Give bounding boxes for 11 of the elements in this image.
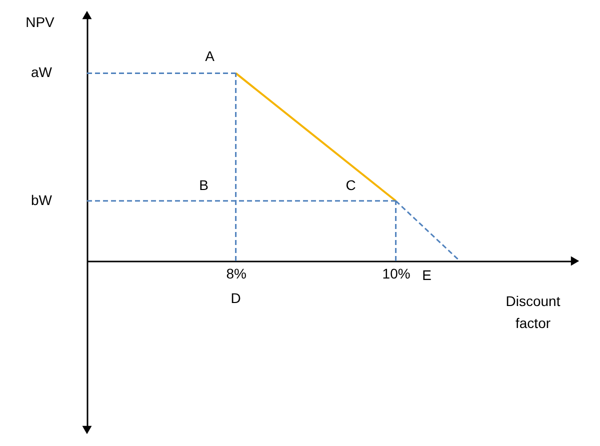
- text: bW: [31, 192, 53, 208]
- annotation: A: [205, 48, 216, 64]
- y-axis-title: NPV: [26, 14, 56, 30]
- x-axis-title: Discount factor: [506, 292, 560, 331]
- x-tick-label: 8%: [226, 265, 246, 282]
- annotation: D: [230, 290, 241, 306]
- annotation: C: [346, 176, 356, 193]
- x-tick-label: 10%: [382, 265, 410, 282]
- text: aW: [31, 64, 53, 80]
- annotation: B: [199, 176, 208, 193]
- annotation: E: [422, 266, 432, 283]
